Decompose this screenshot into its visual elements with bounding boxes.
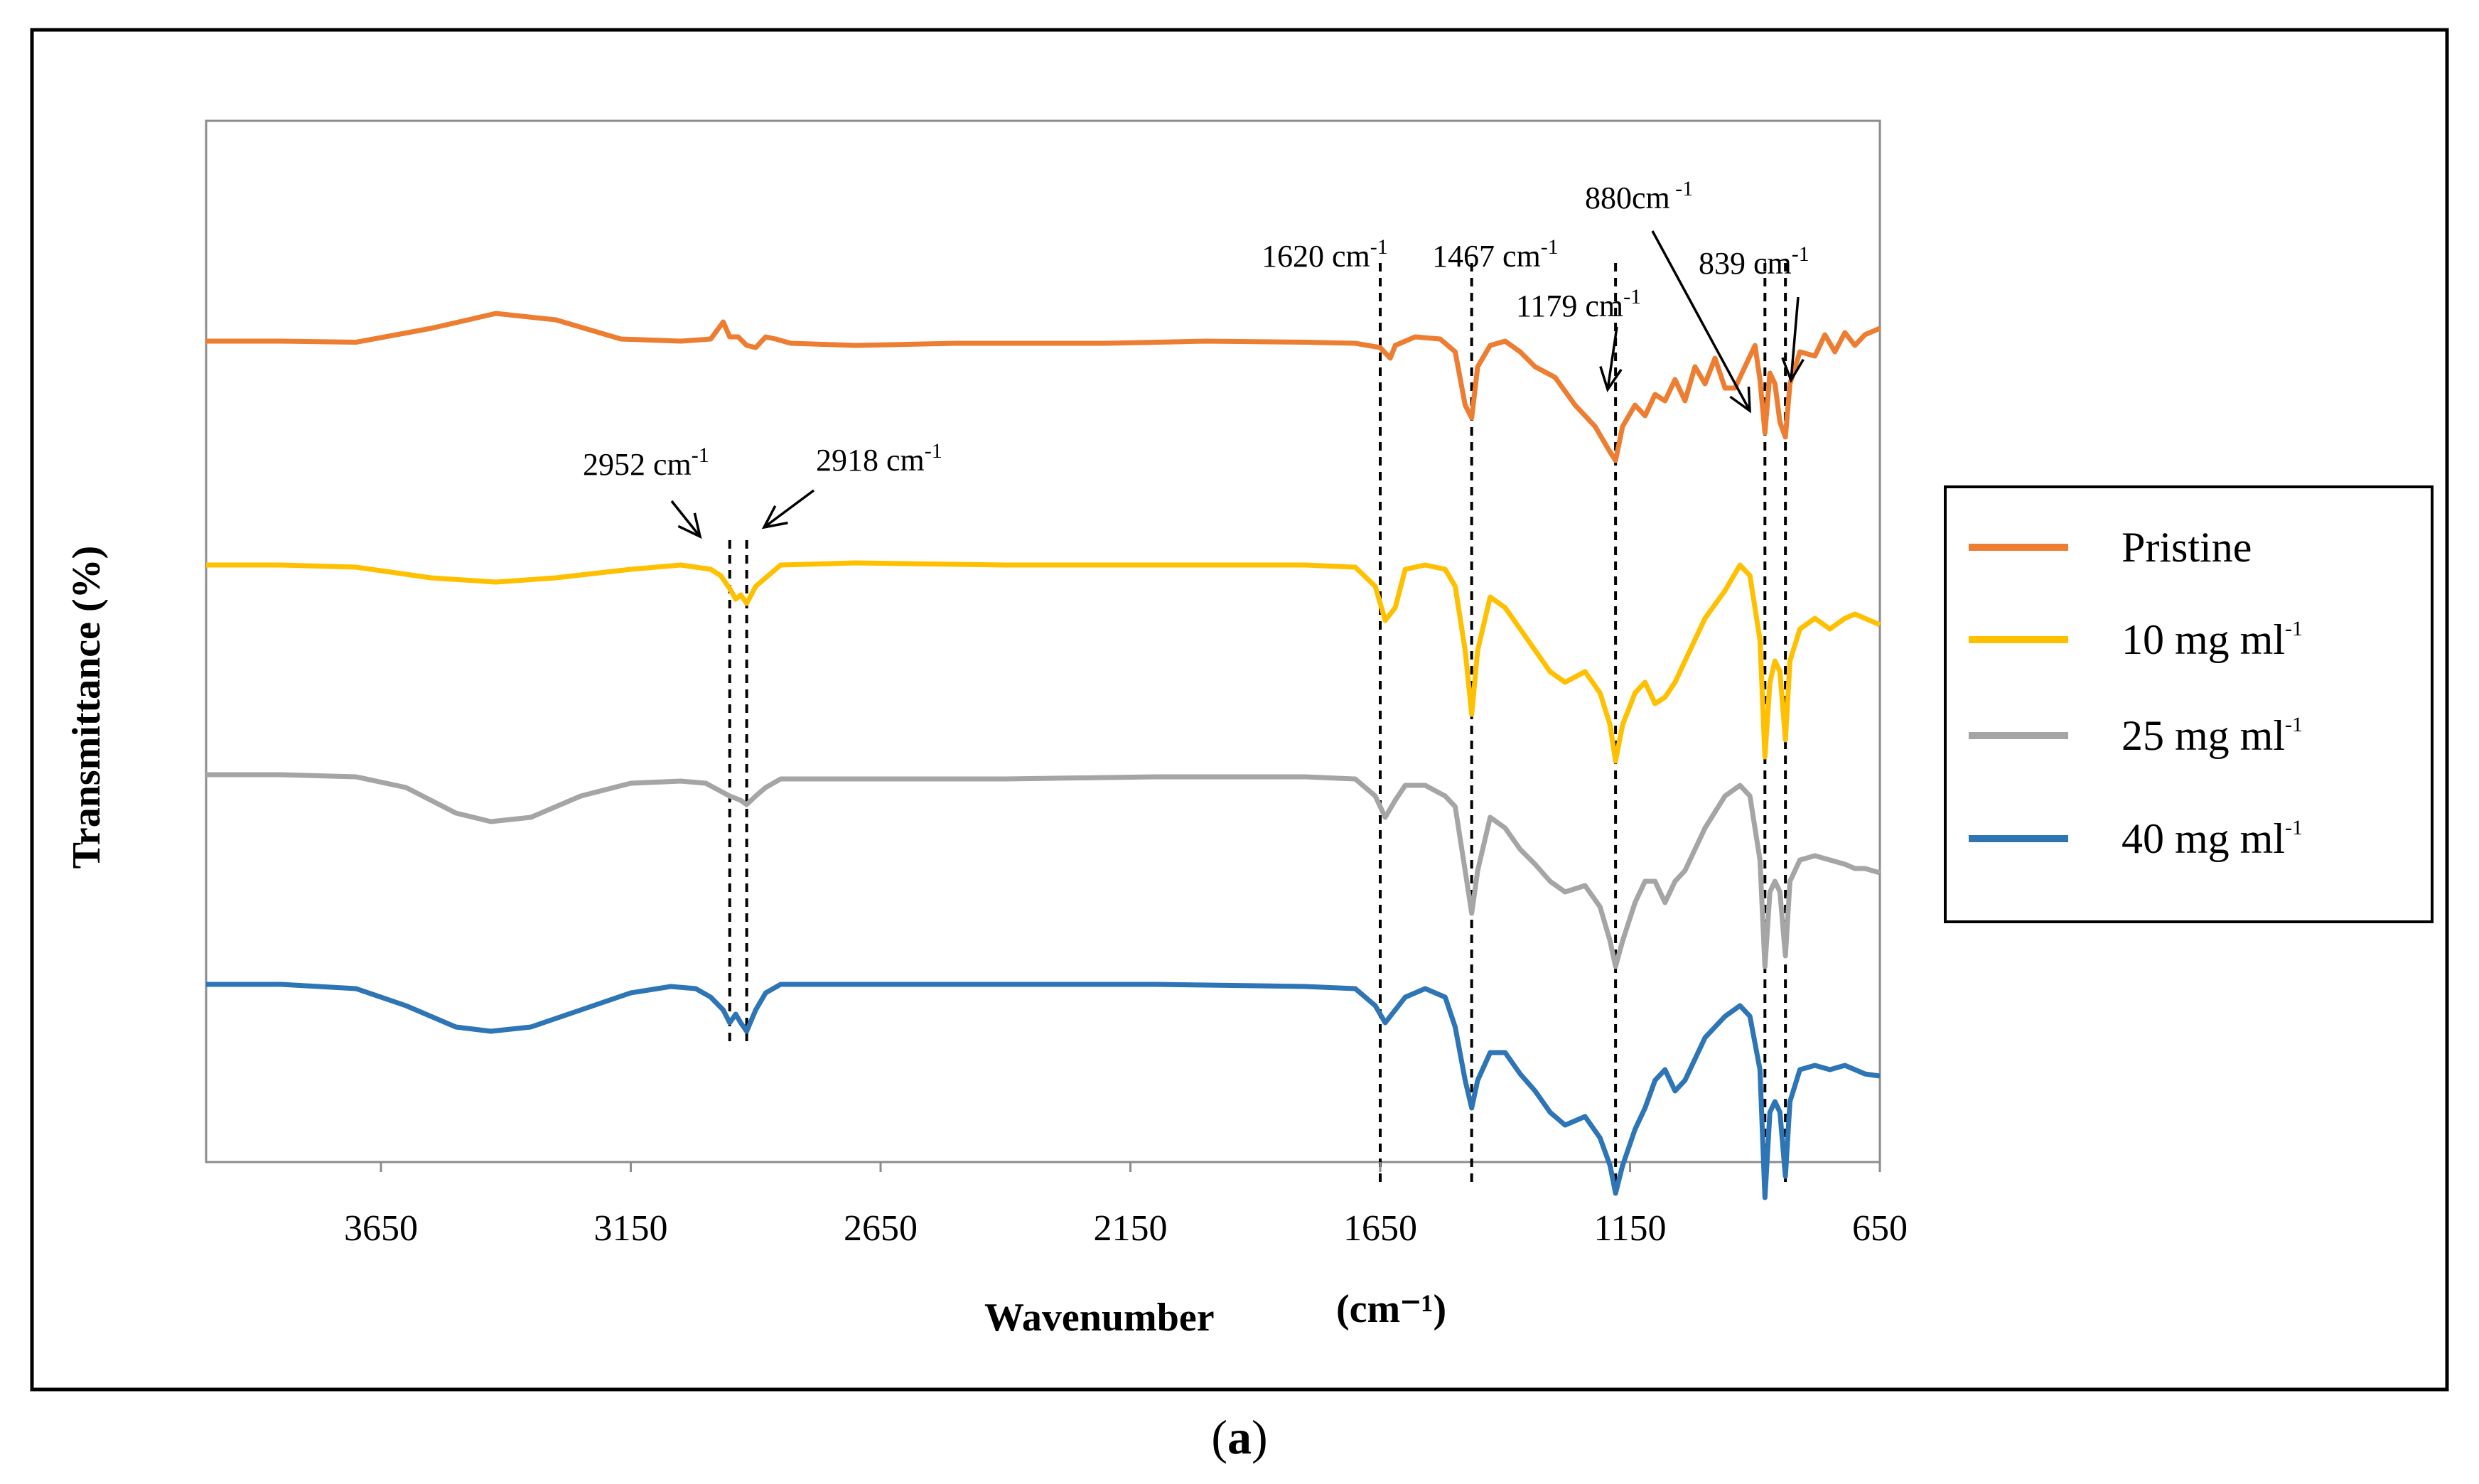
legend: Pristine 10 mg ml-1 25 mg ml-1 40 mg ml-1 — [1944, 485, 2434, 923]
series-line-2 — [206, 772, 1881, 969]
annotation-label-3: 880cm -1 — [1585, 177, 1693, 215]
annotation-label-4: 839 cm-1 — [1699, 242, 1809, 281]
annotation-arrowhead-4 — [1781, 357, 1805, 384]
legend-box — [1944, 485, 2434, 923]
annotation-arrow-6 — [763, 489, 815, 529]
annotation-arrow-5 — [670, 500, 701, 538]
x-tick-label-0: 3650 — [344, 1208, 418, 1249]
annotation-label-2: 1179 cm-1 — [1516, 285, 1641, 323]
x-tick-label-5: 1150 — [1593, 1208, 1666, 1249]
x-tick-label-6: 650 — [1852, 1208, 1908, 1249]
annotation-arrow-3 — [1651, 230, 1751, 412]
x-axis: 3650 3150 2650 2150 1650 1150 650 — [344, 1162, 1908, 1249]
figure-caption: (a) — [1211, 1410, 1267, 1464]
x-tick-label-3: 2150 — [1094, 1208, 1168, 1249]
annotation-label-0: 1620 cm-1 — [1262, 235, 1388, 274]
annotation-label-5: 2952 cm-1 — [583, 443, 709, 482]
plot-area — [205, 119, 1881, 1163]
x-tick-label-2: 2650 — [844, 1208, 918, 1249]
legend-label-3: 40 mg ml-1 — [2122, 815, 2303, 862]
annotation-label-1: 1467 cm-1 — [1432, 235, 1559, 274]
annotation-arrowhead-2 — [1599, 366, 1623, 392]
legend-label-1: 10 mg ml-1 — [2122, 616, 2303, 663]
annotation-arrowhead-6 — [761, 505, 788, 529]
annotation-arrowhead-5 — [677, 512, 702, 539]
annotation-arrow-2 — [1606, 326, 1618, 390]
legend-label-0: Pristine — [2122, 524, 2252, 571]
annotation-arrowhead-3 — [1729, 386, 1751, 414]
x-tick-label-4: 1650 — [1343, 1208, 1417, 1249]
series-group — [206, 311, 1881, 1200]
annotation-arrow-4 — [1790, 296, 1800, 381]
series-line-3 — [206, 982, 1881, 1200]
legend-label-2: 25 mg ml-1 — [2122, 712, 2303, 759]
series-line-0 — [206, 311, 1881, 463]
annotation-label-6: 2918 cm-1 — [816, 439, 942, 478]
x-axis-title: Wavenumber — [984, 1296, 1215, 1340]
y-axis-title: Transmittance (%) — [65, 546, 109, 869]
x-tick-label-1: 3150 — [594, 1208, 668, 1249]
x-axis-unit: (cm⁻¹) — [1336, 1287, 1446, 1331]
series-line-1 — [206, 560, 1881, 764]
